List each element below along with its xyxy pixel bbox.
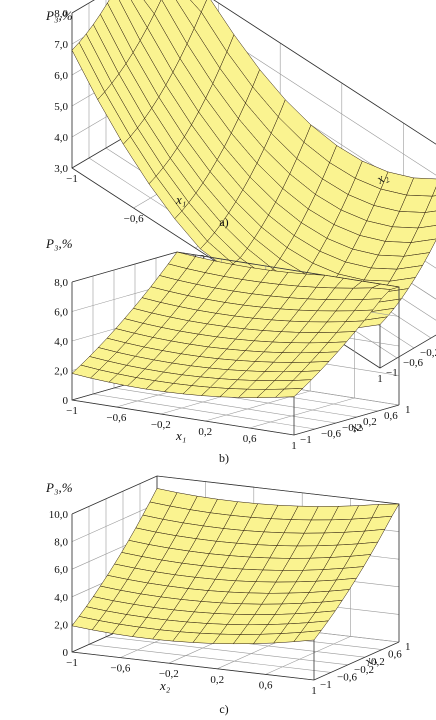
z-tick-label: 8,0: [54, 8, 68, 20]
chart-c: 02,04,06,08,010,0−1 −0,6 −0,2 0,2 0,6 1 −1−0,6…: [45, 475, 411, 716]
x-axis-label: x₁: [175, 428, 186, 443]
z-axis-label: P₃,%: [45, 480, 73, 495]
tick-labels: 02,04,06,08,010,0−1 −0,6 −0,2 0,2 0,6 1 −1−0,6…: [49, 509, 411, 697]
z-tick-label: 0: [63, 647, 69, 659]
z-tick-label: 6,0: [54, 564, 68, 576]
z-tick-label: 4,0: [54, 592, 68, 604]
z-tick-label: 2,0: [54, 366, 68, 378]
y-tick-label: 0,6: [388, 649, 402, 661]
y-tick-label: −0,6: [321, 428, 341, 440]
y-tick-label: 1: [405, 404, 411, 416]
x-tick-label: 1: [311, 685, 317, 697]
panel-caption: a): [219, 215, 228, 229]
y-tick-label: −0,2: [354, 664, 374, 676]
x-axis-label: x₂: [159, 678, 171, 693]
chart-b: 02,04,06,08,0−1−0,6−0,20,20,61 −1 −0,6 −0,2…: [45, 236, 411, 465]
surface-cell: [293, 630, 322, 642]
y-tick-label: 0,6: [384, 410, 398, 422]
z-tick-label: 8,0: [54, 277, 68, 289]
x-tick-label: −0,6: [110, 663, 130, 675]
surface-cell: [274, 388, 304, 398]
tick-labels: 02,04,06,08,0−1−0,6−0,20,20,61 −1 −0,6 −0,2…: [54, 277, 410, 452]
z-tick-label: 10,0: [49, 509, 69, 521]
x-tick-label: −0,2: [151, 419, 171, 431]
z-axis-label: P₃,%: [45, 8, 73, 23]
y-tick-label: −1: [300, 434, 312, 446]
surface-mesh: [71, 488, 400, 645]
x-tick-label: −0,2: [159, 668, 179, 680]
x-axis-label: x₁: [175, 192, 186, 207]
x-tick-label: 0,6: [243, 433, 257, 445]
panel-caption: c): [219, 702, 228, 716]
y-tick-label: −0,6: [403, 357, 423, 369]
surface-mesh: [71, 251, 400, 398]
x-tick-label: −0,6: [124, 213, 144, 225]
z-axis-label: P₃,%: [45, 236, 73, 251]
z-tick-label: 7,0: [54, 39, 68, 51]
y-tick-label: 0,2: [363, 416, 377, 428]
surface-cell: [431, 186, 436, 197]
z-tick-label: 3,0: [54, 163, 68, 175]
z-tick-label: 8,0: [54, 537, 68, 549]
x-tick-label: −1: [66, 405, 78, 417]
x-tick-label: 0,2: [210, 674, 224, 686]
x-tick-label: −0,6: [106, 412, 126, 424]
surface-cell: [424, 195, 436, 213]
x-tick-label: 0,6: [259, 679, 273, 691]
x-tick-label: 0,2: [198, 426, 212, 438]
y-tick-label: −0,6: [337, 671, 357, 683]
z-tick-label: 6,0: [54, 70, 68, 82]
z-tick-label: 4,0: [54, 336, 68, 348]
z-tick-label: 2,0: [54, 619, 68, 631]
panel-caption: b): [219, 451, 229, 465]
x-tick-label: −1: [66, 173, 78, 185]
y-tick-label: −0,2: [342, 422, 362, 434]
y-tick-label: 0,2: [371, 656, 385, 668]
z-tick-label: 5,0: [54, 101, 68, 113]
x-tick-label: 1: [377, 373, 383, 385]
z-tick-label: 0: [63, 395, 69, 407]
y-tick-label: −1: [386, 367, 398, 379]
y-tick-label: 1: [405, 641, 411, 653]
y-tick-label: −0,2: [420, 347, 436, 359]
x-tick-label: −1: [66, 657, 78, 669]
z-tick-label: 4,0: [54, 132, 68, 144]
x-tick-label: 1: [291, 440, 297, 452]
y-tick-label: −1: [320, 679, 332, 691]
z-tick-label: 6,0: [54, 307, 68, 319]
